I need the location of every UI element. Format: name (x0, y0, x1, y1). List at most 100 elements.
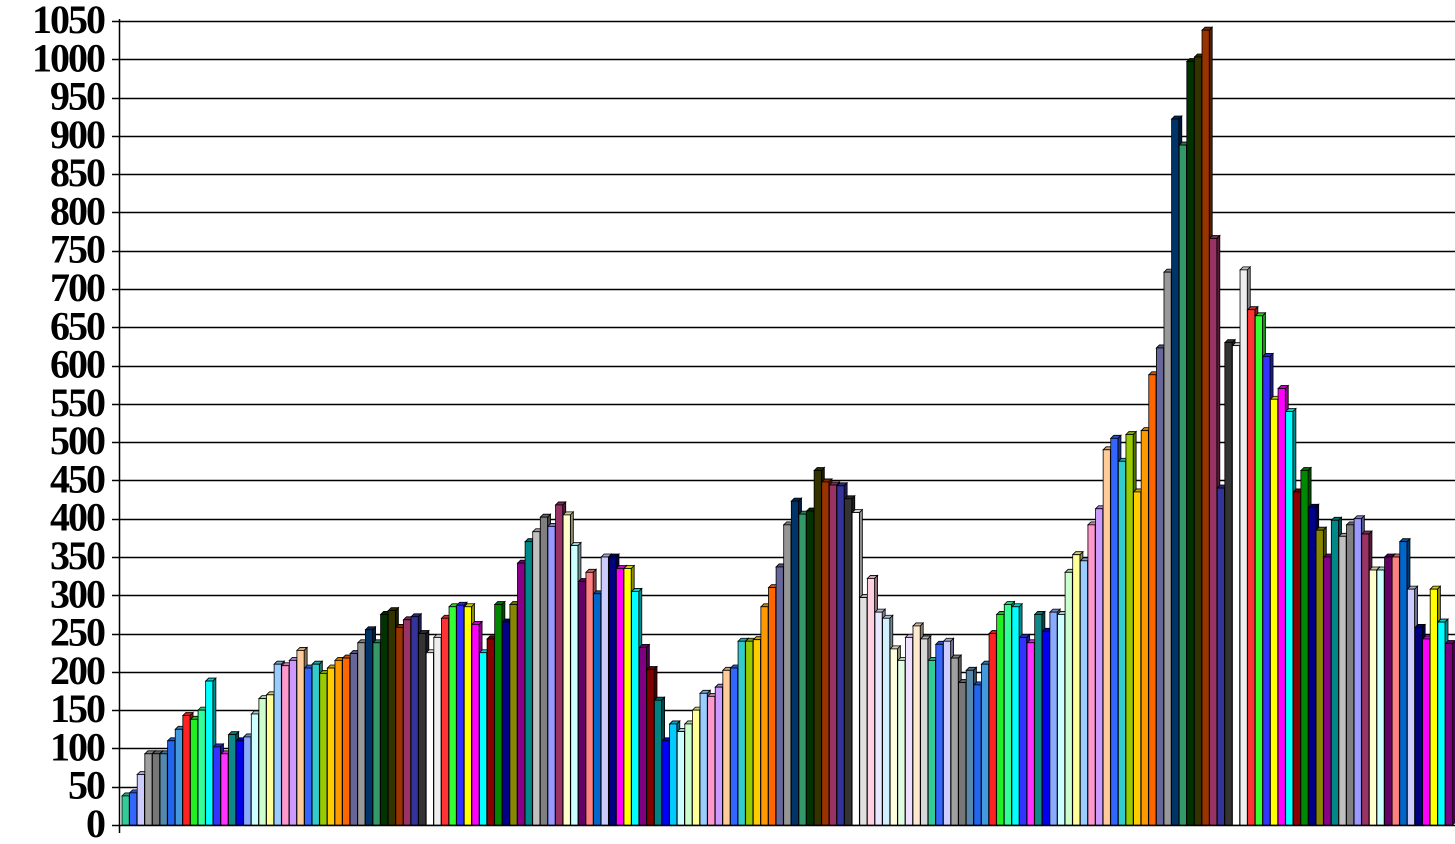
bar-front (326, 667, 335, 826)
bar-front (281, 665, 290, 826)
bar-front (692, 709, 701, 826)
y-tick-label: 0 (86, 801, 105, 844)
bar-front (1414, 627, 1423, 826)
bar-front (220, 753, 229, 826)
bar-front (1262, 355, 1271, 826)
bar-front (228, 734, 237, 826)
bar-front (319, 672, 328, 826)
bar-front (950, 657, 959, 826)
bar-front (532, 531, 541, 826)
bar-front (304, 667, 313, 826)
bar-front (1391, 556, 1400, 826)
bar-front (266, 694, 275, 826)
bar-front (1057, 614, 1066, 826)
bar-front (1308, 506, 1317, 826)
bar-front (258, 698, 267, 826)
bar-front (1292, 491, 1301, 826)
y-tick-label: 750 (50, 227, 105, 272)
bar-front (859, 597, 868, 826)
bar-front (1140, 430, 1149, 826)
bar-front (1163, 271, 1172, 826)
bar-front (311, 663, 320, 826)
bar-front (235, 740, 244, 826)
bar-front (1232, 345, 1241, 826)
bar-front (1102, 449, 1111, 826)
bar-front (798, 513, 807, 826)
bar-front (1201, 29, 1210, 826)
y-tick-label: 450 (50, 456, 105, 501)
bar-front (1323, 556, 1332, 826)
bar-front (425, 652, 434, 826)
bar-front (745, 640, 754, 826)
bar-front (1125, 434, 1134, 826)
bar-front (897, 659, 906, 826)
y-tick-label: 900 (50, 112, 105, 157)
bar-front (1315, 529, 1324, 826)
bar-front (494, 604, 503, 826)
bar-front (623, 568, 632, 826)
bar-front (159, 753, 168, 826)
bar-front (296, 650, 305, 826)
bar-front (600, 556, 609, 826)
bar-front (844, 498, 853, 826)
bar-front (1247, 309, 1256, 826)
bar-front (1049, 611, 1058, 826)
bar-front (433, 637, 442, 826)
bar-front (1095, 508, 1104, 826)
bar-front (190, 718, 199, 826)
bar-front (851, 512, 860, 826)
bar-front (547, 525, 556, 826)
bar-front (441, 617, 450, 826)
bar-front (752, 639, 761, 826)
bar-front (555, 504, 564, 826)
bar-front (1072, 554, 1081, 826)
y-tick-label: 250 (50, 610, 105, 655)
bar-front (722, 669, 731, 826)
bar-front (1041, 630, 1050, 826)
gridlines (119, 20, 1455, 789)
bar-front (1270, 398, 1279, 826)
y-axis: 0501001502002503003504004505005506006507… (32, 0, 1455, 844)
bar-front (372, 642, 381, 826)
y-tick-label: 600 (50, 342, 105, 387)
bar-front (927, 659, 936, 826)
bar-front (1444, 643, 1454, 826)
y-tick-label: 800 (50, 188, 105, 233)
bar-front (250, 713, 259, 826)
bar-front (958, 682, 967, 826)
bar-front (1330, 519, 1339, 826)
bar-front (486, 638, 495, 826)
bar-front (1019, 637, 1028, 826)
bar-front (920, 638, 929, 826)
bar-front (943, 640, 952, 826)
bar-front (730, 667, 739, 826)
bar-front (395, 627, 404, 826)
bar-front (471, 623, 480, 826)
bar-front (1346, 524, 1355, 826)
bar-front (684, 723, 693, 826)
bar-front (1216, 487, 1225, 826)
bar-front (631, 591, 640, 826)
bar-front (661, 740, 670, 826)
y-tick-label: 550 (50, 380, 105, 425)
y-tick-label: 650 (50, 303, 105, 348)
bar-front (1338, 535, 1347, 826)
y-tick-label: 150 (50, 686, 105, 731)
bar-front (874, 611, 883, 826)
bar-front (866, 578, 875, 826)
bar-front (1285, 411, 1294, 826)
bar-front (1011, 606, 1020, 826)
bar-front (1361, 533, 1370, 826)
bar-front (197, 709, 206, 826)
bar-front (1300, 470, 1309, 826)
y-tick-label: 950 (50, 74, 105, 119)
bar-front (1117, 460, 1126, 826)
bar-front (836, 485, 845, 826)
bars (121, 26, 1455, 826)
bar-front (539, 516, 548, 826)
bar-front (1429, 588, 1438, 826)
bar-front (167, 740, 176, 826)
bar-front (1254, 315, 1263, 826)
bar-front (1148, 374, 1157, 826)
bar-front (517, 562, 526, 826)
